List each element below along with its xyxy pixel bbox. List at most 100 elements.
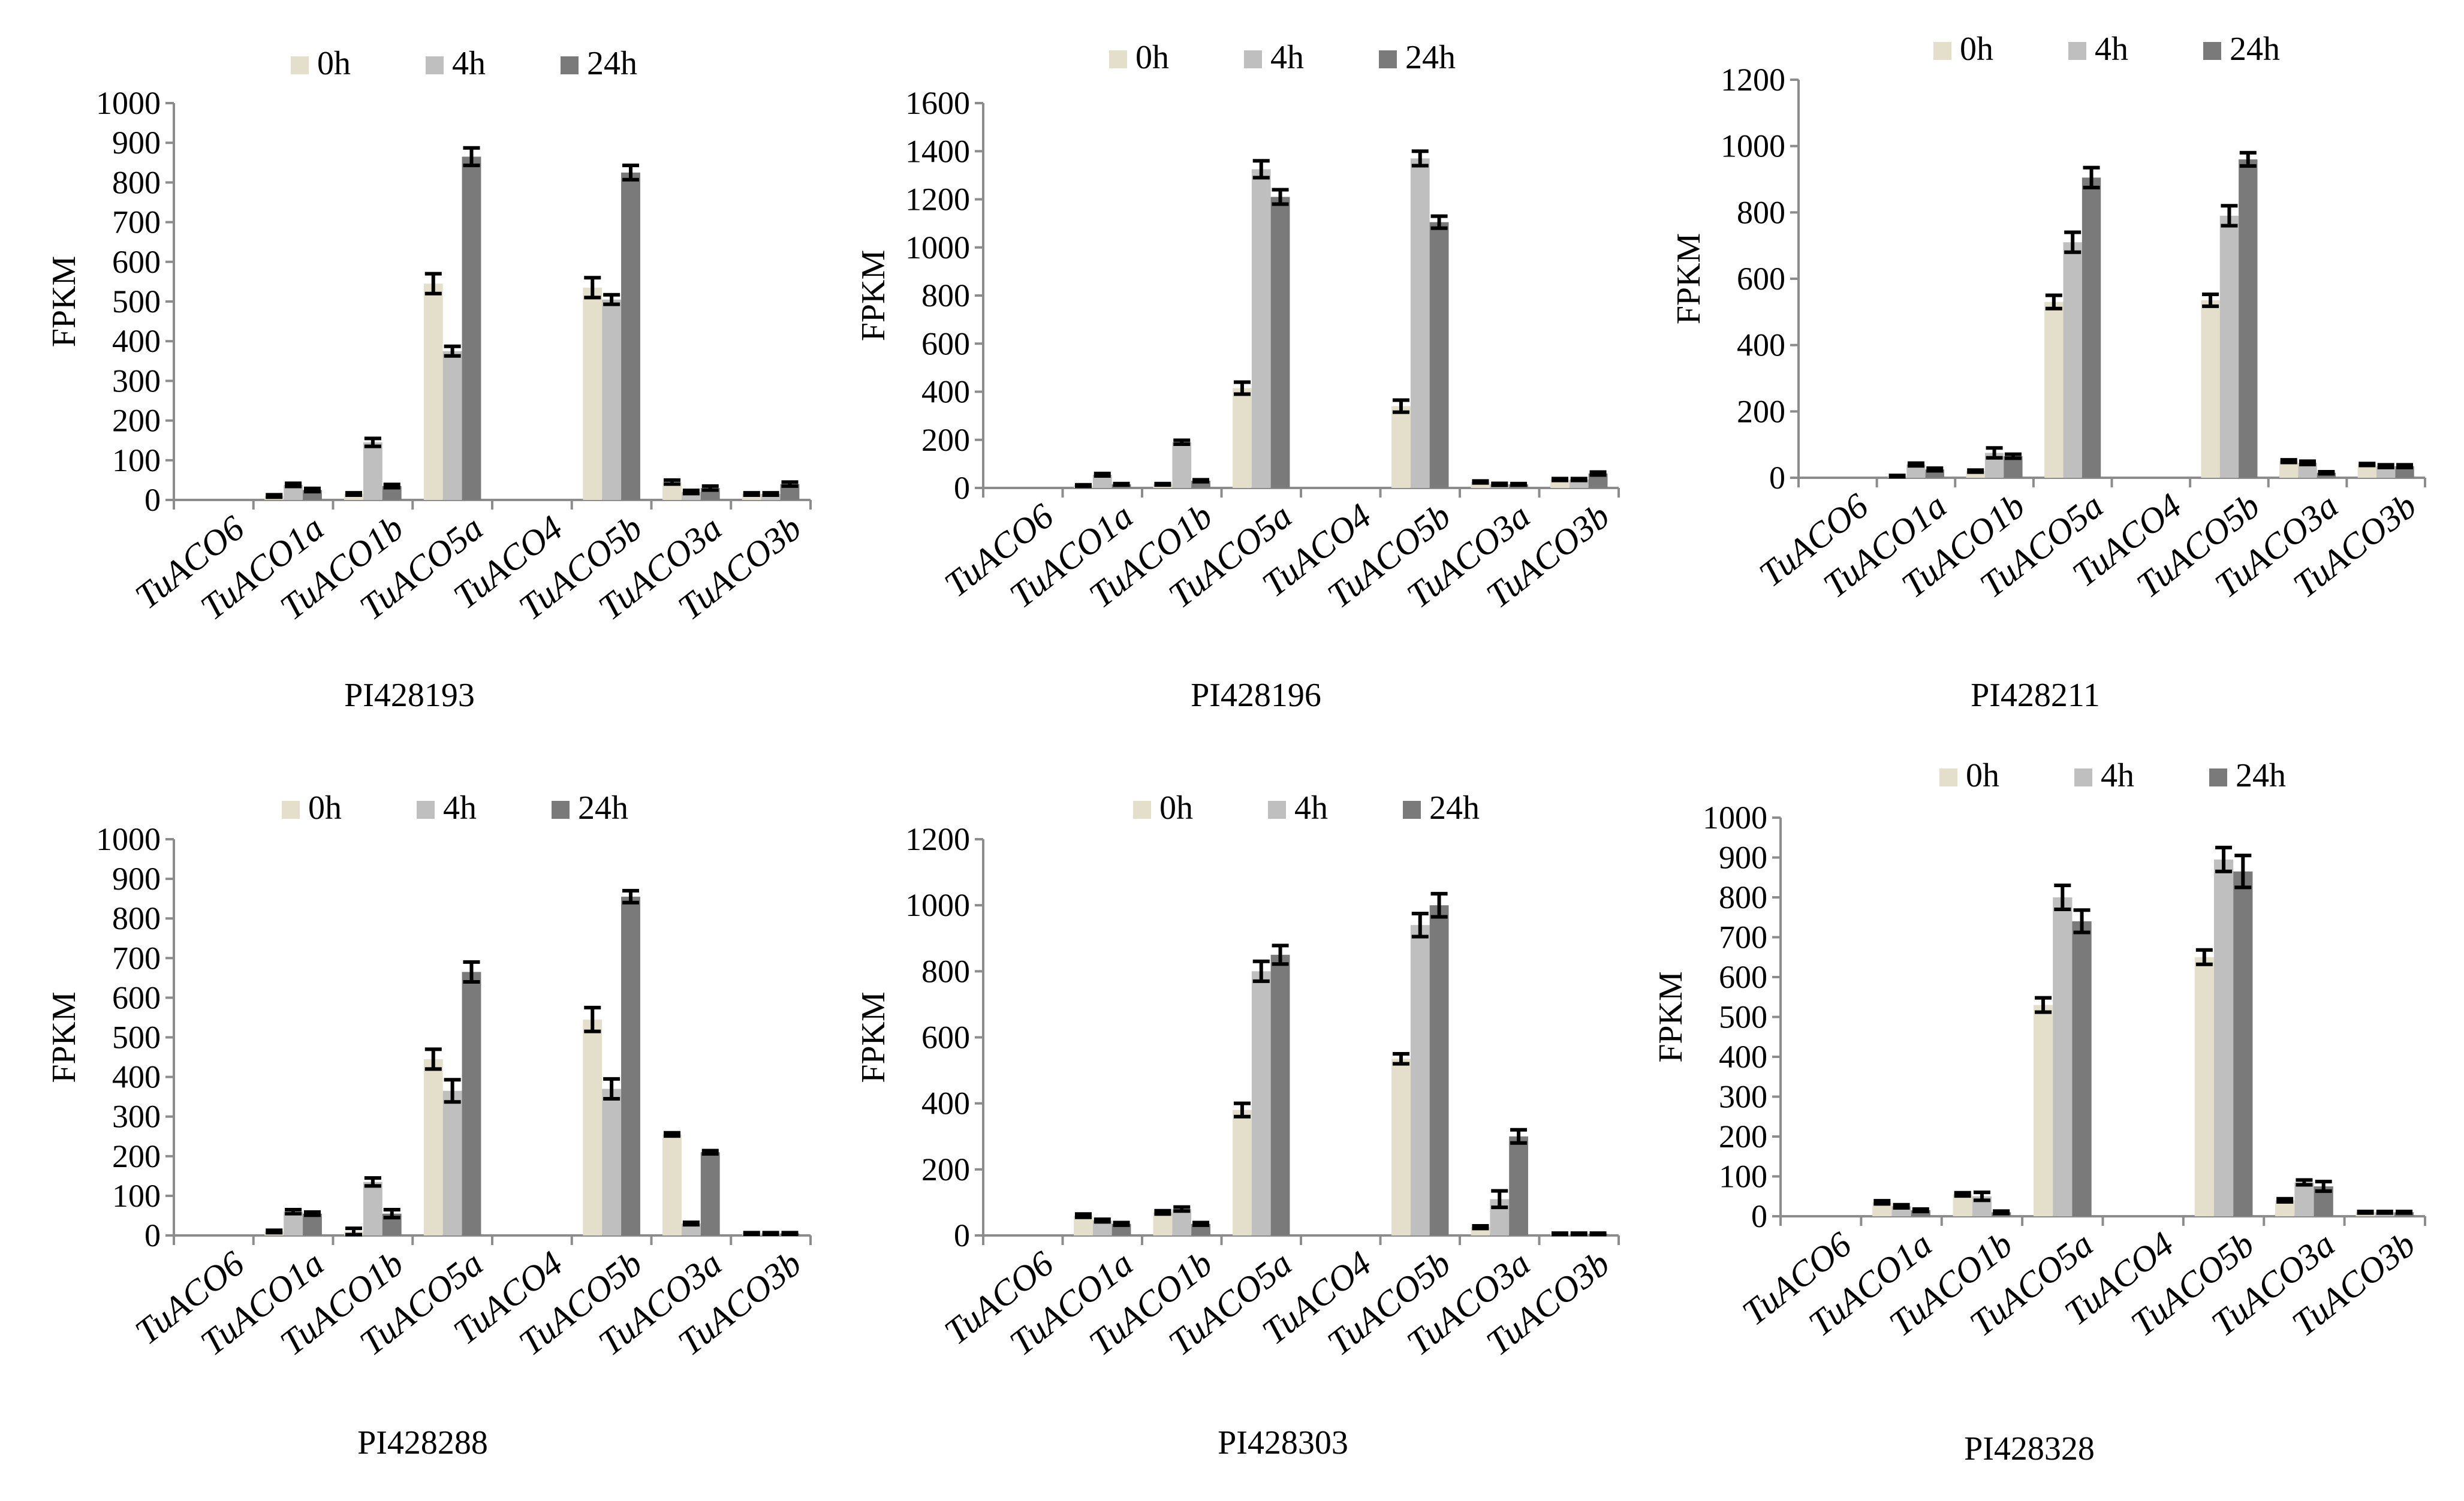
error-bar (1510, 1128, 1528, 1145)
bar-4h-tuaco5a (2053, 897, 2073, 1216)
bar-4h-tuaco5a (2063, 242, 2082, 478)
y-tick-label: 0 (144, 482, 161, 518)
bar-4h-tuaco1b (1172, 1208, 1192, 1235)
bar-4h-tuaco5b (2219, 215, 2239, 478)
y-tick-label: 0 (1751, 1198, 1767, 1234)
bar-24h-tuaco3a (1509, 1136, 1528, 1235)
error-bar (781, 1231, 799, 1237)
legend-label-4h: 4h (1270, 39, 1304, 76)
error-bar (424, 1047, 442, 1071)
y-tick-label: 300 (112, 363, 161, 399)
error-bar (2358, 462, 2376, 468)
error-bar (1094, 1217, 1111, 1224)
bar-4h-tuaco5a (442, 1090, 462, 1235)
error-bar (364, 1176, 381, 1188)
error-bar (383, 483, 400, 490)
error-bar (622, 888, 639, 905)
bar-24h-tuaco5a (462, 972, 481, 1235)
bar-0h-tuaco5b (583, 1019, 603, 1235)
error-bar (1252, 959, 1270, 983)
error-bar (2357, 1210, 2374, 1215)
y-tick-label: 0 (144, 1217, 161, 1253)
error-bar (1491, 481, 1508, 487)
y-tick-label: 700 (112, 940, 161, 976)
error-bar (2083, 165, 2100, 189)
error-bar (266, 493, 283, 499)
bar-4h-tuaco5b (2213, 859, 2234, 1216)
y-tick-label: 500 (1719, 999, 1767, 1035)
legend-label-0h: 0h (308, 789, 342, 827)
legend-label-0h: 0h (1966, 757, 1999, 794)
error-bar (1472, 1224, 1489, 1231)
y-tick-label: 0 (954, 470, 970, 506)
error-bar (1967, 468, 1984, 474)
error-bar (664, 1131, 681, 1138)
y-tick-label: 800 (1737, 194, 1785, 230)
error-bar (1272, 188, 1289, 206)
legend-label-4h: 4h (452, 45, 486, 82)
error-bar (1893, 1202, 1910, 1210)
chart-panel-pi428196: 02004006008001000120014001600FPKMTuACO6T… (855, 39, 1620, 714)
y-tick-label: 500 (112, 284, 161, 320)
legend-label-0h: 0h (1960, 31, 1993, 68)
error-bar (2318, 470, 2335, 476)
bar-0h-tuaco1a (1872, 1202, 1892, 1216)
legend-label-0h: 0h (1159, 789, 1193, 827)
error-bar (1491, 1189, 1508, 1210)
bar-0h-tuaco1b (1953, 1194, 1972, 1216)
bar-4h-tuaco5a (1251, 971, 1271, 1235)
bar-4h-tuaco1a (284, 1211, 303, 1235)
error-bar (1392, 1052, 1409, 1066)
y-tick-label: 700 (1719, 920, 1767, 956)
y-tick-label: 200 (1737, 393, 1785, 429)
legend-swatch-4h (2074, 768, 2092, 786)
bar-4h-tuaco5b (1410, 158, 1430, 489)
error-bar (345, 1226, 363, 1237)
error-bar (622, 163, 639, 182)
error-bar (1272, 944, 1289, 966)
error-bar (1173, 1205, 1191, 1213)
y-tick-label: 400 (921, 374, 970, 410)
bar-24h-tuaco1b (382, 486, 402, 500)
error-bar (1074, 1212, 1092, 1219)
error-bar (603, 1077, 620, 1101)
bar-0h-tuaco3a (662, 1134, 682, 1235)
y-tick-label: 1000 (1703, 800, 1767, 836)
error-bar (1074, 483, 1092, 489)
error-bar (1411, 149, 1429, 168)
bar-4h-tuaco5a (1251, 169, 1271, 488)
y-tick-label: 800 (921, 953, 970, 989)
error-bar (2280, 458, 2297, 465)
bar-4h-tuaco1b (363, 1181, 382, 1235)
error-bar (2004, 452, 2022, 460)
error-bar (345, 491, 363, 498)
bar-24h-tuaco5a (462, 156, 481, 500)
bar-24h-tuaco5a (2072, 921, 2092, 1216)
error-bar (1907, 461, 1924, 468)
bar-4h-tuaco5b (602, 1089, 622, 1235)
error-bar (463, 960, 480, 984)
bar-4h-tuaco3a (2294, 1182, 2314, 1216)
bar-0h-tuaco1b (1153, 1212, 1173, 1235)
error-bar (682, 1220, 700, 1227)
y-tick-label: 200 (1719, 1119, 1767, 1155)
error-bar (2376, 1210, 2393, 1215)
error-bar (1973, 1190, 1990, 1202)
error-bar (2234, 854, 2252, 890)
y-tick-label: 200 (921, 422, 970, 458)
error-bar (1472, 479, 1489, 485)
bar-24h-tuaco1a (303, 1213, 322, 1235)
error-bar (1986, 446, 2003, 460)
legend-swatch-0h (1133, 801, 1151, 819)
bar-0h-tuaco5b (1391, 1059, 1411, 1235)
y-tick-label: 300 (112, 1099, 161, 1135)
y-tick-label: 400 (1737, 327, 1785, 363)
legend-swatch-4h (1244, 50, 1262, 68)
bar-0h-tuaco5a (2044, 302, 2064, 478)
error-bar (603, 293, 620, 306)
legend-label-24h: 24h (587, 45, 637, 82)
bar-24h-tuaco5b (621, 896, 640, 1235)
error-bar (285, 481, 302, 489)
error-bar (1551, 1231, 1568, 1237)
